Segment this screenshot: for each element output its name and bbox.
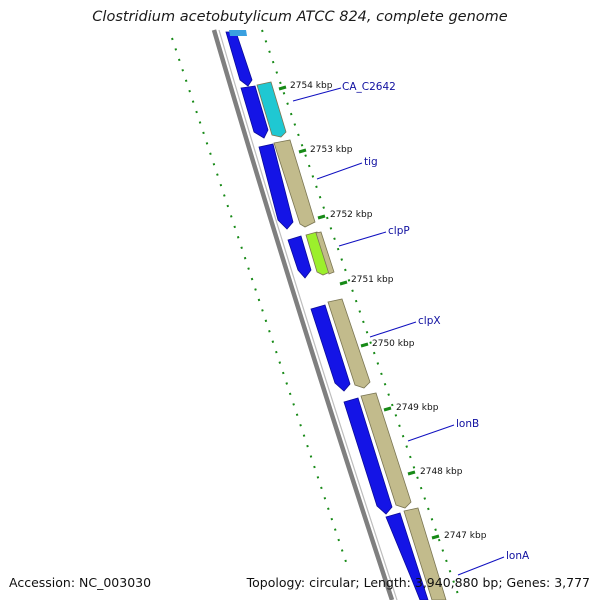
tick-mark — [407, 470, 416, 476]
map-title: Clostridium acetobutylicum ATCC 824, com… — [92, 9, 508, 25]
tick-label: 2753 kbp — [310, 145, 353, 155]
tick-mark — [298, 148, 307, 154]
gene-label-clpX[interactable]: clpX — [418, 315, 441, 327]
forward-cds-track — [225, 31, 429, 600]
cds-arrow — [258, 143, 294, 230]
gene-label-lonB[interactable]: lonB — [456, 418, 479, 430]
outer-tick-track — [261, 29, 461, 600]
cds-clpP — [305, 231, 331, 276]
cds-lonB — [360, 392, 412, 509]
tick-label: 2747 kbp — [444, 531, 487, 541]
tick-label: 2750 kbp — [372, 339, 415, 349]
tick-label: 2749 kbp — [396, 403, 439, 413]
label-leaders — [292, 87, 505, 576]
cds-arrow — [240, 85, 269, 139]
tick-label: 2752 kbp — [330, 210, 373, 220]
leader-line — [292, 87, 342, 102]
gene-label-CA_C2642[interactable]: CA_C2642 — [342, 81, 396, 93]
cds-arrow — [385, 512, 429, 600]
cds-clpP-tan — [315, 231, 335, 275]
cds-lonA — [403, 507, 447, 600]
cds-clpX — [327, 298, 371, 389]
leader-line — [369, 321, 417, 338]
tick-label: 2754 kbp — [290, 81, 333, 91]
accession-label: Accession: NC_003030 — [9, 575, 152, 590]
leader-line — [316, 162, 363, 180]
leader-line — [338, 231, 387, 247]
backbone-line — [211, 29, 395, 600]
tick-mark — [431, 534, 440, 540]
cds-arrow — [229, 30, 247, 36]
tick-label: 2748 kbp — [420, 467, 463, 477]
reverse-cds-track — [256, 81, 447, 600]
tick-mark — [383, 406, 392, 412]
topology-label: Topology: circular; Length: 3,940,880 bp… — [246, 575, 590, 590]
cds-arrow — [287, 235, 312, 279]
gene-label-tig[interactable]: tig — [364, 156, 378, 168]
cds-arrow — [343, 397, 393, 515]
cds-tig — [273, 139, 316, 228]
tick-mark — [360, 342, 369, 348]
gene-label-clpP[interactable]: clpP — [388, 225, 410, 237]
leader-line — [407, 424, 455, 442]
tick-mark — [317, 214, 326, 220]
tick-label: 2751 kbp — [351, 275, 394, 285]
cds-arrow — [310, 304, 351, 392]
tick-marks — [278, 85, 440, 540]
tick-mark — [278, 85, 287, 91]
leader-line — [457, 556, 505, 576]
backbone-highlight — [218, 29, 398, 600]
gene-label-lonA[interactable]: lonA — [506, 550, 530, 562]
cds-CA_C2642 — [256, 81, 287, 138]
tick-mark — [339, 280, 348, 286]
